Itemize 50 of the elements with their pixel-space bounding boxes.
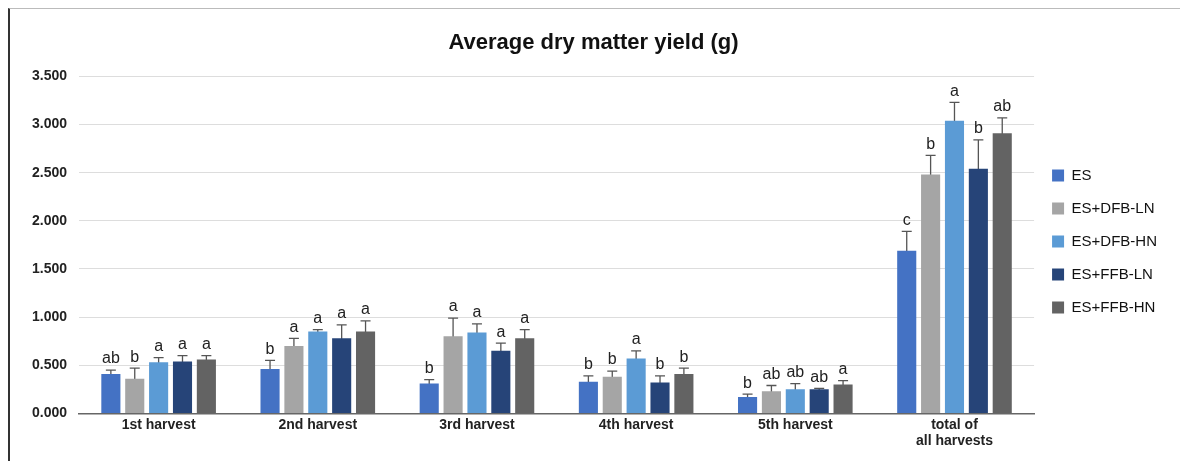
data-label: a	[337, 304, 347, 322]
data-label: a	[361, 300, 371, 318]
y-tick-label: 2.500	[31, 163, 68, 180]
data-label: a	[201, 335, 211, 353]
data-label: b	[926, 134, 936, 152]
y-tick-label: 0.500	[31, 356, 68, 373]
data-label: b	[655, 355, 665, 373]
x-tick-label: 5th harvest	[757, 415, 833, 432]
data-label: b	[265, 339, 275, 357]
x-tick-label: 1st harvest	[121, 415, 196, 432]
data-label: a	[178, 335, 188, 353]
data-label: b	[424, 359, 434, 377]
chart-title: Average dry matter yield (g)	[448, 29, 739, 55]
data-label: a	[838, 360, 848, 378]
data-label: ab	[101, 349, 120, 367]
data-label: ab	[993, 97, 1012, 115]
y-tick-label: 3.500	[31, 67, 68, 84]
x-tick-label: 4th harvest	[598, 415, 674, 432]
data-label: a	[313, 309, 323, 327]
y-tick-label: 1.500	[31, 259, 68, 276]
x-tick-label: total of all harvests	[915, 415, 994, 449]
x-tick-label: 2nd harvest	[278, 415, 358, 432]
data-label: b	[973, 119, 983, 137]
x-tick-label: 3rd harvest	[439, 415, 516, 432]
data-label: b	[130, 347, 140, 365]
y-tick-label: 0.000	[31, 404, 68, 421]
y-tick-label: 3.000	[31, 115, 68, 132]
data-label: ab	[786, 362, 805, 380]
data-label: a	[154, 336, 164, 354]
data-label: a	[520, 309, 530, 327]
y-tick-label: 2.000	[31, 211, 68, 228]
y-tick-label: 1.000	[31, 307, 68, 324]
data-label: ab	[762, 364, 781, 382]
legend-label: ES+FFB-LN	[1071, 264, 1153, 282]
data-label: a	[289, 317, 299, 335]
data-label: b	[679, 347, 689, 365]
data-label: a	[472, 303, 482, 321]
legend-label: ES+FFB-HN	[1071, 297, 1156, 315]
legend-label: ES	[1071, 165, 1092, 183]
data-label: c	[902, 210, 911, 228]
legend-label: ES+DFB-LN	[1071, 198, 1155, 216]
data-label: b	[607, 350, 617, 368]
data-label: ab	[810, 367, 829, 385]
legend-label: ES+DFB-HN	[1071, 231, 1158, 249]
data-label: b	[743, 373, 753, 391]
data-label: a	[448, 297, 458, 315]
data-label: a	[496, 322, 506, 340]
data-label: a	[950, 81, 960, 99]
data-label: b	[583, 355, 593, 373]
data-label: a	[631, 330, 641, 348]
